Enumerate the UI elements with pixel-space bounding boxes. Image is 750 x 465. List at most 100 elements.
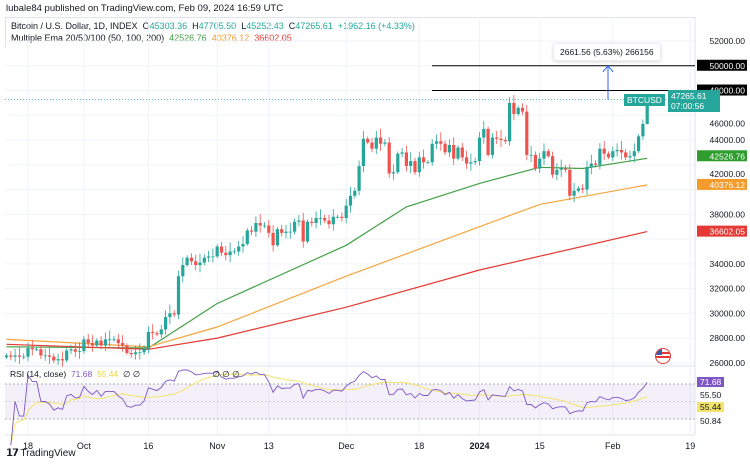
candle-body[interactable] [434, 141, 439, 144]
candle-body[interactable] [288, 231, 292, 233]
candle-body[interactable] [219, 246, 224, 253]
candle-body[interactable] [155, 333, 159, 335]
candle-body[interactable] [611, 151, 615, 158]
candle-body[interactable] [82, 339, 86, 352]
candle-body[interactable] [452, 144, 456, 159]
candle-body[interactable] [323, 218, 327, 221]
ema-line-3[interactable] [6, 231, 648, 350]
candle-body[interactable] [250, 230, 254, 232]
candle-body[interactable] [379, 137, 383, 144]
candle-body[interactable] [602, 148, 606, 154]
candle-body[interactable] [508, 102, 512, 142]
candle-body[interactable] [237, 246, 241, 252]
candle-body[interactable] [391, 172, 396, 174]
candle-body[interactable] [533, 154, 537, 169]
candle-body[interactable] [189, 257, 193, 262]
candle-body[interactable] [69, 349, 73, 351]
candle-body[interactable] [430, 143, 434, 163]
candle-body[interactable] [503, 140, 507, 142]
candle-body[interactable] [159, 329, 163, 335]
candle-body[interactable] [224, 252, 228, 256]
candle-body[interactable] [336, 216, 340, 218]
candle-body[interactable] [563, 168, 568, 170]
candle-body[interactable] [624, 152, 628, 158]
candle-body[interactable] [469, 162, 473, 164]
candle-body[interactable] [73, 349, 77, 352]
candle-body[interactable] [460, 147, 464, 158]
candle-body[interactable] [628, 156, 632, 158]
candle-body[interactable] [22, 356, 26, 358]
ema-indicator-title[interactable]: Multiple Ema 20/50/100 (50, 100, 200) [11, 33, 165, 43]
candle-body[interactable] [95, 340, 99, 346]
candle-body[interactable] [185, 257, 189, 266]
candle-body[interactable] [555, 169, 559, 175]
candle-body[interactable] [202, 257, 206, 263]
symbol-title[interactable]: Bitcoin / U.S. Dollar, 1D, INDEX [11, 21, 138, 31]
candle-body[interactable] [422, 157, 426, 163]
ema-line-1[interactable] [6, 157, 648, 349]
candle-body[interactable] [473, 161, 477, 163]
candle-body[interactable] [546, 151, 550, 157]
candle-body[interactable] [443, 143, 447, 153]
candle-body[interactable] [581, 188, 585, 190]
candle-body[interactable] [637, 136, 641, 152]
candle-body[interactable] [271, 232, 275, 246]
candle-body[interactable] [615, 149, 619, 152]
candle-body[interactable] [293, 221, 297, 232]
candle-body[interactable] [486, 128, 490, 155]
candle-body[interactable] [65, 350, 69, 361]
candle-body[interactable] [477, 137, 482, 162]
candle-body[interactable] [60, 359, 64, 361]
candle-body[interactable] [103, 339, 107, 346]
candle-body[interactable] [280, 229, 284, 233]
candle-body[interactable] [176, 276, 181, 315]
candle-body[interactable] [56, 359, 60, 361]
candle-body[interactable] [357, 166, 361, 191]
candle-body[interactable] [142, 348, 146, 353]
candle-body[interactable] [43, 355, 47, 357]
candle-body[interactable] [327, 220, 331, 225]
candle-body[interactable] [284, 231, 288, 233]
candle-body[interactable] [133, 352, 138, 355]
candle-body[interactable] [348, 195, 353, 206]
candle-body[interactable] [404, 152, 408, 167]
candle-body[interactable] [396, 153, 400, 173]
candle-body[interactable] [90, 343, 95, 346]
candle-body[interactable] [495, 137, 499, 139]
tradingview-logo[interactable]: 𝟭𝟳 TradingView [6, 448, 76, 459]
candle-body[interactable] [314, 218, 318, 223]
candle-body[interactable] [447, 144, 451, 153]
candle-body[interactable] [9, 355, 13, 357]
candle-body[interactable] [245, 230, 249, 245]
candle-body[interactable] [86, 339, 90, 344]
candle-body[interactable] [17, 355, 21, 357]
candle-body[interactable] [589, 163, 593, 168]
candle-body[interactable] [39, 349, 43, 356]
candle-body[interactable] [262, 225, 267, 227]
candle-body[interactable] [353, 190, 357, 196]
candle-body[interactable] [551, 156, 555, 175]
candle-body[interactable] [198, 262, 202, 266]
candle-body[interactable] [168, 313, 172, 318]
candle-body[interactable] [258, 222, 262, 226]
candle-body[interactable] [305, 221, 310, 242]
candle-body[interactable] [598, 148, 602, 165]
candle-body[interactable] [585, 167, 589, 190]
candle-body[interactable] [465, 157, 469, 164]
candle-body[interactable] [366, 138, 370, 143]
candle-body[interactable] [512, 102, 516, 115]
candle-body[interactable] [632, 151, 636, 157]
candle-body[interactable] [35, 349, 39, 351]
candle-body[interactable] [13, 355, 17, 357]
candle-body[interactable] [99, 340, 103, 346]
candle-body[interactable] [340, 216, 344, 219]
candle-body[interactable] [499, 138, 503, 141]
candle-body[interactable] [207, 256, 211, 258]
candle-body[interactable] [138, 352, 142, 354]
candle-body[interactable] [267, 225, 271, 233]
candle-body[interactable] [456, 147, 460, 159]
candle-body[interactable] [516, 107, 520, 115]
candle-body[interactable] [370, 142, 374, 149]
candle-body[interactable] [490, 137, 494, 155]
